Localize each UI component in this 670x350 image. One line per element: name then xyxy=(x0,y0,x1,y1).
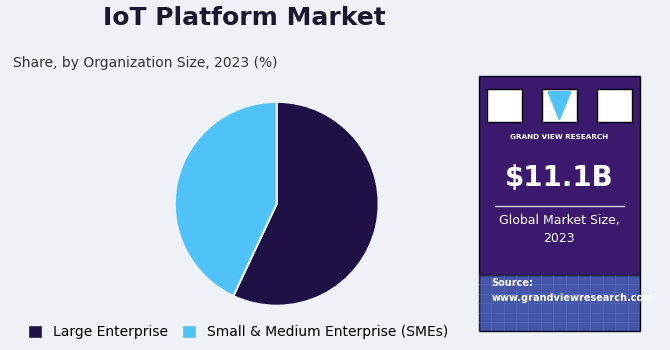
FancyBboxPatch shape xyxy=(478,275,641,331)
Polygon shape xyxy=(548,92,571,120)
FancyBboxPatch shape xyxy=(486,89,523,122)
Text: Source:
www.grandviewresearch.com: Source: www.grandviewresearch.com xyxy=(492,278,654,303)
FancyBboxPatch shape xyxy=(541,89,577,122)
Wedge shape xyxy=(233,102,379,306)
FancyBboxPatch shape xyxy=(596,89,632,122)
Text: IoT Platform Market: IoT Platform Market xyxy=(103,6,386,30)
Text: Global Market Size,
2023: Global Market Size, 2023 xyxy=(499,214,620,245)
Text: GRAND VIEW RESEARCH: GRAND VIEW RESEARCH xyxy=(511,134,608,140)
Wedge shape xyxy=(175,102,277,296)
Text: $11.1B: $11.1B xyxy=(505,164,614,192)
Text: Share, by Organization Size, 2023 (%): Share, by Organization Size, 2023 (%) xyxy=(13,56,278,70)
FancyBboxPatch shape xyxy=(478,76,641,331)
Legend: Large Enterprise, Small & Medium Enterprise (SMEs): Large Enterprise, Small & Medium Enterpr… xyxy=(23,320,454,345)
